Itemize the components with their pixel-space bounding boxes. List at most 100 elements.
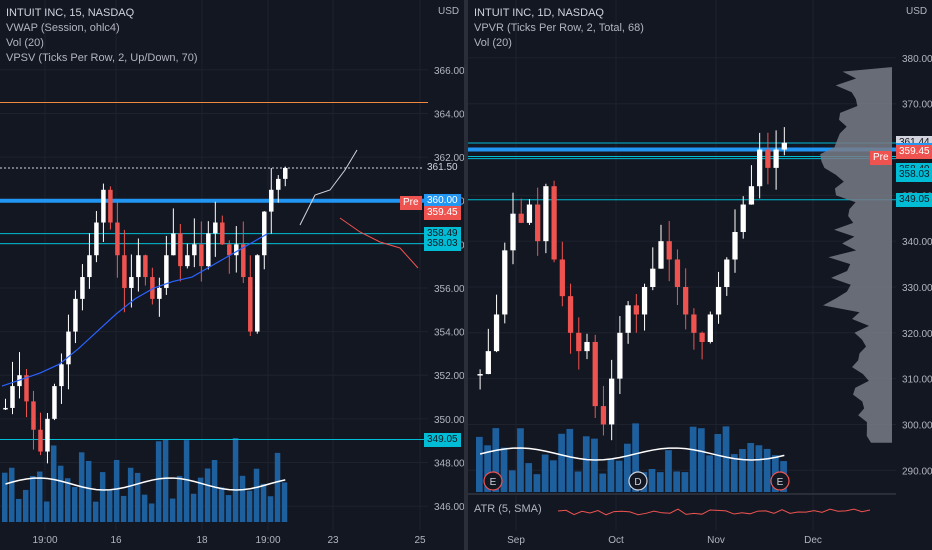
volume-bar bbox=[697, 428, 705, 492]
volume-bar bbox=[225, 495, 232, 522]
chart-canvas-15m[interactable]: 346.00 348.00 350.00 352.00 354.00 356.00 358.… bbox=[0, 0, 464, 550]
volume-bar bbox=[582, 436, 590, 492]
candle-body bbox=[171, 233, 176, 256]
volume-bar bbox=[623, 443, 631, 492]
price-tag: 349.05 bbox=[896, 192, 932, 207]
x-tick-label: Oct bbox=[608, 535, 624, 546]
volume-bar bbox=[183, 440, 190, 522]
candle-body bbox=[674, 259, 681, 287]
y-tick-label: 366.00 bbox=[434, 66, 464, 77]
candle-body bbox=[765, 149, 771, 168]
volume-ma-line bbox=[479, 447, 785, 461]
candle-body bbox=[559, 259, 565, 297]
volume-bar bbox=[57, 465, 64, 522]
volume-profile bbox=[820, 67, 892, 443]
x-tick-label: 23 bbox=[327, 535, 339, 546]
candle-body bbox=[724, 259, 730, 287]
projection-up-arrow bbox=[299, 149, 358, 226]
volume-bar bbox=[500, 447, 508, 492]
volume-bar bbox=[260, 483, 267, 522]
price-tag: 360.00 bbox=[424, 193, 461, 208]
legend-symbol: INTUIT INC, 1D, NASDAQ bbox=[474, 7, 604, 19]
candle-body bbox=[101, 189, 106, 223]
candle-body bbox=[213, 222, 218, 234]
candle-body bbox=[185, 255, 190, 267]
candle-body bbox=[283, 167, 288, 179]
volume-bar bbox=[197, 477, 204, 522]
volume-bar bbox=[665, 450, 672, 492]
pre-badge: Pre bbox=[870, 151, 892, 165]
volume-bar bbox=[246, 490, 253, 522]
candle-body bbox=[269, 189, 274, 212]
volume-bar bbox=[120, 495, 127, 522]
y-tick-label: 330.00 bbox=[902, 283, 932, 294]
volume-bar bbox=[673, 471, 681, 492]
volume-bar bbox=[232, 438, 239, 522]
volume-bar bbox=[64, 478, 71, 522]
chart-canvas-1d[interactable]: 290.00300.00310.00320.00330.00340.00350.… bbox=[468, 0, 932, 550]
volume-bar bbox=[162, 439, 169, 522]
candle-body bbox=[633, 305, 639, 315]
volume-bar bbox=[739, 449, 746, 492]
candle-body bbox=[73, 298, 78, 332]
y-tick-label: 370.00 bbox=[902, 100, 932, 111]
candle-body bbox=[625, 305, 631, 333]
candle-body bbox=[220, 222, 225, 245]
legend-symbol: INTUIT INC, 15, NASDAQ bbox=[6, 7, 135, 19]
volume-bar bbox=[85, 460, 92, 522]
candle-body bbox=[691, 314, 697, 333]
y-tick-label: 290.00 bbox=[902, 466, 932, 477]
y-tick-label: 350.00 bbox=[434, 415, 464, 426]
volume-bar bbox=[267, 496, 274, 522]
y-tick-label: 346.00 bbox=[434, 502, 464, 513]
candle-body bbox=[143, 255, 148, 278]
candle-body bbox=[115, 222, 120, 256]
candle-body bbox=[493, 314, 500, 352]
volume-bar bbox=[190, 493, 197, 522]
volume-bar bbox=[533, 474, 541, 492]
candle-body bbox=[707, 314, 713, 342]
volume-bar bbox=[706, 455, 713, 492]
candle-body bbox=[262, 211, 267, 256]
candle-body bbox=[276, 178, 281, 190]
candle-body bbox=[526, 204, 533, 223]
x-tick-label: Sep bbox=[507, 535, 525, 546]
candle-body bbox=[535, 204, 541, 242]
candle-body bbox=[732, 232, 738, 260]
earnings-marker bbox=[770, 471, 790, 491]
candle-body bbox=[715, 286, 722, 315]
candle-body bbox=[781, 142, 787, 150]
volume-bar bbox=[722, 426, 730, 492]
candle-body bbox=[518, 213, 524, 223]
volume-bar bbox=[656, 472, 664, 492]
volume-bar bbox=[2, 472, 8, 522]
candle-body bbox=[485, 351, 491, 375]
candle-body bbox=[150, 277, 155, 299]
volume-bar bbox=[169, 498, 176, 522]
candle-body bbox=[206, 233, 211, 267]
volume-bar bbox=[566, 428, 574, 492]
chart-pane-1d[interactable]: 290.00300.00310.00320.00330.00340.00350.… bbox=[468, 0, 932, 550]
volume-bar bbox=[218, 487, 225, 522]
volume-bar bbox=[274, 452, 281, 522]
candle-body bbox=[592, 341, 598, 407]
price-tag: 358.03 bbox=[424, 236, 461, 251]
candle-body bbox=[10, 386, 15, 408]
volume-bar bbox=[29, 475, 36, 522]
atr-indicator-label: ATR (5, SMA) bbox=[474, 503, 542, 515]
earnings-marker bbox=[628, 471, 648, 491]
volume-bar bbox=[689, 426, 697, 492]
candle-body bbox=[600, 406, 607, 425]
candle-body bbox=[122, 255, 127, 288]
earnings-marker-label: E bbox=[777, 477, 784, 488]
volume-bar bbox=[22, 489, 29, 522]
volume-bar bbox=[730, 454, 738, 492]
volume-bar bbox=[176, 475, 183, 522]
legend-vpvr: VPVR (Ticks Per Row, 2, Total, 68) bbox=[474, 22, 644, 34]
legend-vpsv: VPSV (Ticks Per Row, 2, Up/Down, 70) bbox=[6, 52, 198, 64]
chart-pane-15m[interactable]: 346.00 348.00 350.00 352.00 354.00 356.00 358.… bbox=[0, 0, 464, 550]
volume-bar bbox=[517, 428, 524, 492]
volume-bar bbox=[492, 428, 500, 492]
volume-bar bbox=[253, 468, 260, 522]
pane-divider[interactable] bbox=[464, 0, 468, 550]
